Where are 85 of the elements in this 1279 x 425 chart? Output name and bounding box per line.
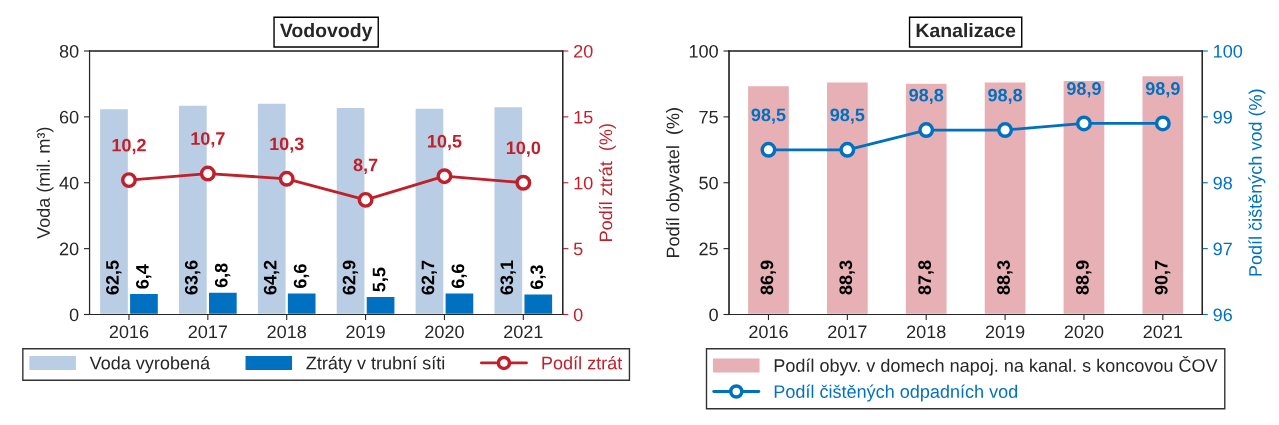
y2-tick-label: 5	[573, 242, 583, 256]
data-label: 10,5	[428, 134, 462, 151]
y2-tick-label: 97	[1213, 242, 1232, 256]
data-label: 8,7	[353, 158, 378, 174]
legend-label: Podíl ztrát	[542, 355, 623, 370]
point	[436, 168, 453, 185]
data-label: 63,1	[500, 260, 516, 295]
y2-tick-label: 15	[574, 111, 593, 124]
y-tick-label: 100	[689, 44, 718, 58]
y-tick-label: 20	[59, 242, 79, 256]
y-tick-label: 80	[59, 44, 79, 58]
y-tick-label: 50	[699, 176, 718, 190]
x-tick-label: 2021	[504, 325, 543, 339]
data-label: 88,3	[839, 260, 855, 295]
point	[918, 122, 935, 139]
point	[515, 174, 532, 191]
x-tick-label: 2018	[907, 325, 946, 339]
data-label: 98,5	[830, 108, 865, 124]
x-tick-label: 2017	[828, 325, 867, 339]
y2-tick-label: 20	[574, 44, 593, 58]
x-tick-label: 2016	[109, 325, 149, 339]
y-tick-label: 25	[699, 242, 718, 256]
legend-label: Voda vyrobená	[89, 355, 211, 374]
data-label: 62,7	[421, 260, 437, 295]
data-label: 87,8	[918, 260, 934, 295]
data-label: 98,9	[1145, 82, 1180, 98]
data-label: 6,4	[136, 264, 152, 289]
data-label: 6,8	[214, 263, 231, 288]
x-tick-label: 2020	[1064, 325, 1104, 339]
data-label: 90,7	[1154, 260, 1171, 295]
x-tick-label: 2018	[267, 325, 307, 339]
data-label: 6,3	[530, 265, 546, 289]
chart-title: Vodovody	[280, 23, 373, 42]
legend-label: Podíl čištěných odpadních vod	[774, 384, 1018, 402]
data-label: 62,9	[342, 260, 359, 295]
y-tick-label: 40	[59, 176, 79, 190]
point	[839, 141, 856, 158]
y-axis-title: Podíl obyvatel (%)	[665, 108, 683, 258]
data-label: 88,9	[1076, 260, 1092, 295]
point	[120, 172, 137, 189]
data-label: 98,8	[988, 88, 1023, 105]
y-axis-title: Voda (mil. m³)	[36, 127, 54, 239]
x-tick-label: 2017	[188, 325, 228, 339]
chart-title: Kanalizace	[916, 23, 1016, 38]
data-label: 63,6	[184, 260, 201, 295]
y-tick-label: 0	[709, 308, 718, 322]
point	[760, 141, 777, 158]
data-label: 86,9	[760, 260, 776, 295]
data-label: 98,8	[909, 88, 944, 105]
data-label: 62,5	[106, 260, 122, 295]
x-tick-label: 2016	[749, 325, 788, 339]
y2-tick-label: 0	[573, 308, 583, 322]
legend-label: Podíl obyv. v domech napoj. na kanal. s koncovou ČOV	[774, 355, 1218, 376]
y-tick-label: 60	[59, 110, 79, 124]
data-label: 98,5	[751, 108, 786, 124]
y2-tick-label: 10	[574, 176, 593, 190]
legend-label: Ztráty v trubní síti	[306, 355, 445, 374]
data-label: 10,7	[191, 132, 225, 148]
data-label: 88,3	[997, 260, 1013, 295]
y2-tick-label: 96	[1213, 308, 1232, 322]
data-label: 10,2	[112, 138, 146, 155]
point	[997, 122, 1014, 139]
point	[199, 165, 216, 182]
x-tick-label: 2021	[1143, 325, 1183, 339]
y2-axis-title: Podíl ztrát (%)	[598, 124, 616, 241]
y2-tick-label: 100	[1214, 44, 1243, 58]
y2-axis-title: Podíl čištěných vod (%)	[1248, 89, 1266, 276]
point	[1075, 115, 1092, 132]
data-label: 98,9	[1067, 82, 1101, 98]
y2-tick-label: 98	[1213, 176, 1232, 190]
x-tick-label: 2019	[985, 325, 1025, 339]
point	[1154, 115, 1171, 132]
point	[357, 191, 374, 208]
data-label: 6,6	[293, 264, 310, 288]
y2-tick-label: 99	[1213, 110, 1232, 124]
x-tick-label: 2020	[425, 325, 464, 339]
data-label: 5,5	[372, 267, 389, 292]
data-label: 10,0	[506, 141, 541, 157]
y-tick-label: 75	[699, 111, 718, 124]
point	[278, 170, 295, 187]
data-label: 64,2	[263, 260, 280, 295]
data-label: 10,3	[270, 137, 304, 153]
x-tick-label: 2019	[346, 325, 385, 339]
data-label: 6,6	[451, 264, 467, 288]
y-tick-label: 0	[69, 308, 79, 322]
